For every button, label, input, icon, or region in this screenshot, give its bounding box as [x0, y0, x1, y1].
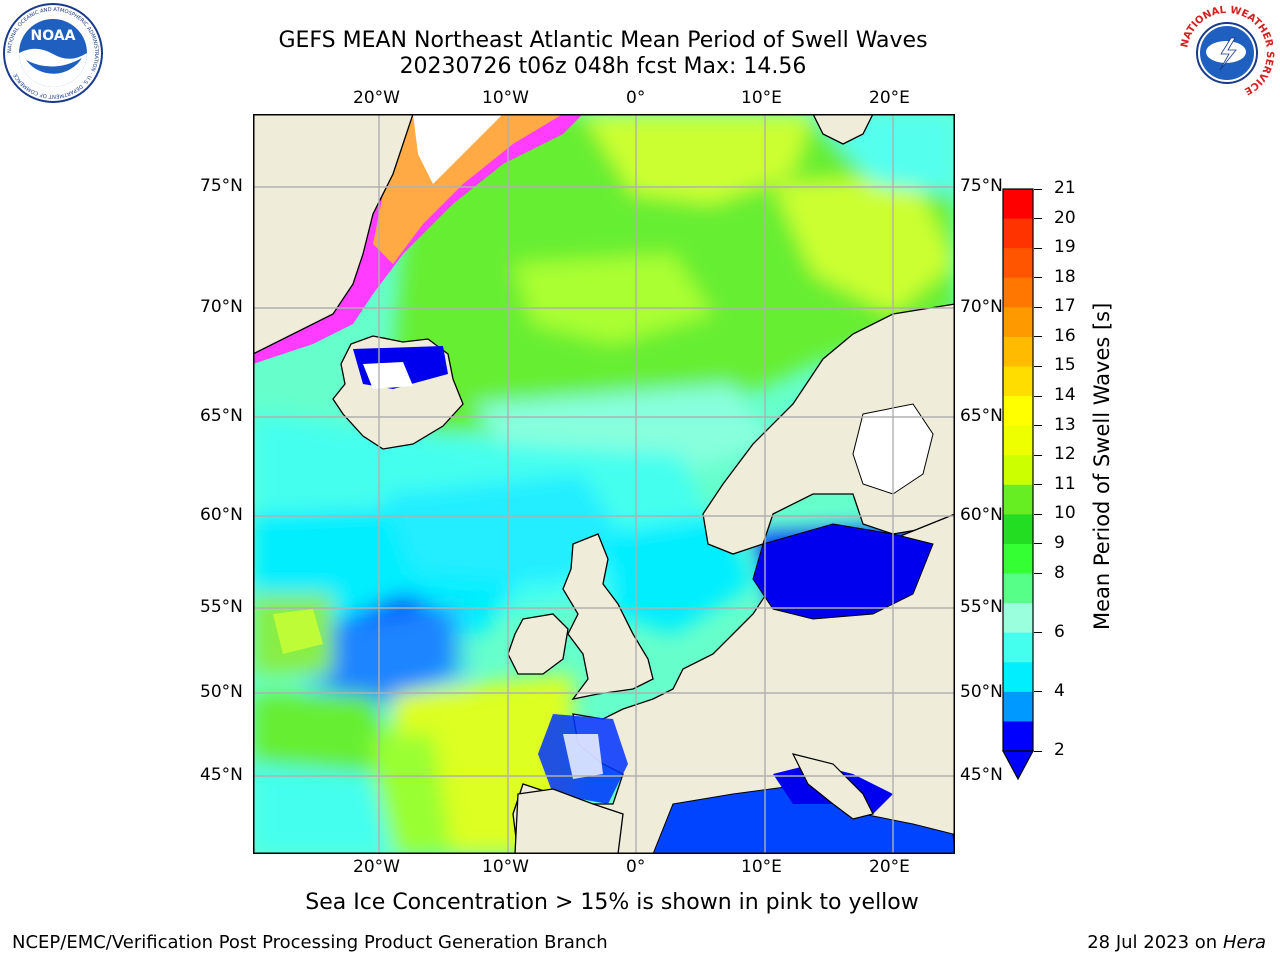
colorbar-tick-mark	[1034, 454, 1042, 456]
lon-label-bottom-2: 0°	[626, 857, 646, 877]
lat-label-right-5: 50°N	[960, 682, 1003, 702]
colorbar-block	[1003, 632, 1033, 663]
colorbar-tick-mark	[1034, 218, 1042, 220]
noaa-text: NOAA	[31, 28, 76, 44]
lat-label-left-6: 45°N	[200, 765, 243, 785]
credit-date: 28 Jul 2023 on	[1087, 932, 1223, 953]
colorbar-block	[1003, 396, 1033, 427]
colorbar-tick-label: 13	[1054, 414, 1076, 435]
colorbar-tick-label: 18	[1054, 266, 1076, 287]
lon-label-bottom-4: 20°E	[869, 857, 910, 877]
colorbar-tick-mark	[1034, 365, 1042, 367]
colorbar-tick-mark	[1034, 484, 1042, 486]
lon-label-top-0: 20°W	[353, 88, 400, 108]
colorbar-tick-mark	[1034, 306, 1042, 308]
chart-title-line1: GEFS MEAN Northeast Atlantic Mean Period…	[278, 28, 928, 53]
colorbar-block	[1003, 277, 1033, 308]
nws-logo: NATIONAL WEATHER SERVICE	[1179, 5, 1275, 101]
colorbar-block	[1003, 721, 1033, 752]
colorbar-tick-label: 15	[1054, 355, 1076, 376]
lat-label-right-3: 60°N	[960, 505, 1003, 525]
colorbar-tick-mark	[1034, 188, 1042, 190]
colorbar-tick-mark	[1034, 543, 1042, 545]
colorbar-block	[1003, 189, 1033, 220]
noaa-logo: NOAA NATIONAL OCEANIC AND ATMOSPHERIC AD…	[3, 3, 103, 103]
lon-label-top-2: 0°	[626, 88, 646, 108]
chart-title-line2: 20230726 t06z 048h fcst Max: 14.56	[399, 54, 807, 79]
lon-label-bottom-1: 10°W	[482, 857, 529, 877]
colorbar-tick-mark	[1034, 277, 1042, 279]
colorbar-tick-label: 14	[1054, 385, 1076, 406]
colorbar-block	[1003, 603, 1033, 634]
colorbar-block	[1003, 514, 1033, 545]
lat-label-left-2: 65°N	[200, 406, 243, 426]
lon-label-top-3: 10°E	[741, 88, 782, 108]
colorbar-tick-label: 12	[1054, 444, 1076, 465]
colorbar-tick-mark	[1034, 336, 1042, 338]
colorbar-tick-label: 21	[1054, 178, 1076, 198]
lat-label-right-2: 65°N	[960, 406, 1003, 426]
colorbar-label: Mean Period of Swell Waves [s]	[1090, 302, 1114, 630]
colorbar-tick-mark	[1034, 395, 1042, 397]
colorbar-tick-mark	[1034, 573, 1042, 575]
credit-host: Hera	[1222, 932, 1266, 953]
colorbar-extend-arrow	[1001, 750, 1035, 781]
lon-label-top-4: 20°E	[869, 88, 910, 108]
colorbar-tick-label: 10	[1054, 503, 1076, 524]
colorbar-tick-label: 8	[1054, 562, 1065, 583]
colorbar-tick-label: 11	[1054, 473, 1076, 494]
lat-label-left-5: 50°N	[200, 682, 243, 702]
colorbar-tick-mark	[1034, 691, 1042, 693]
colorbar-block	[1003, 218, 1033, 249]
wave-period-map	[253, 114, 955, 854]
lat-label-right-0: 75°N	[960, 176, 1003, 196]
credit-right: 28 Jul 2023 on Hera	[1087, 932, 1266, 953]
sea-ice-caption: Sea Ice Concentration > 15% is shown in …	[305, 890, 919, 915]
colorbar-tick-label: 17	[1054, 296, 1076, 317]
colorbar-block	[1003, 248, 1033, 279]
colorbar-tick-label: 4	[1054, 680, 1065, 701]
colorbar-block	[1003, 336, 1033, 367]
colorbar	[1001, 188, 1035, 781]
colorbar-tick-mark	[1034, 750, 1042, 752]
colorbar-tick-label: 16	[1054, 325, 1076, 346]
colorbar-block	[1003, 307, 1033, 338]
colorbar-tick-mark	[1034, 425, 1042, 427]
colorbar-block	[1003, 662, 1033, 693]
colorbar-tick-label: 6	[1054, 621, 1065, 642]
colorbar-block	[1003, 573, 1033, 604]
lat-label-right-1: 70°N	[960, 297, 1003, 317]
colorbar-tick-label: 2	[1054, 740, 1065, 760]
lat-label-right-4: 55°N	[960, 597, 1003, 617]
lat-label-left-1: 70°N	[200, 297, 243, 317]
colorbar-block	[1003, 543, 1033, 575]
colorbar-block	[1003, 366, 1033, 397]
colorbar-tick-mark	[1034, 632, 1042, 634]
lat-label-right-6: 45°N	[960, 765, 1003, 785]
colorbar-block	[1003, 425, 1033, 456]
colorbar-tick-label: 9	[1054, 532, 1065, 553]
colorbar-tick-label: 19	[1054, 237, 1076, 258]
colorbar-block	[1003, 691, 1033, 722]
lon-label-bottom-0: 20°W	[353, 857, 400, 877]
colorbar-block	[1003, 484, 1033, 515]
lat-label-left-3: 60°N	[200, 505, 243, 525]
lon-label-bottom-3: 10°E	[741, 857, 782, 877]
colorbar-tick-label: 20	[1054, 207, 1076, 228]
credit-left: NCEP/EMC/Verification Post Processing Pr…	[12, 932, 608, 953]
colorbar-tick-mark	[1034, 513, 1042, 515]
lon-label-top-1: 10°W	[482, 88, 529, 108]
colorbar-tick-mark	[1034, 247, 1042, 249]
colorbar-block	[1003, 455, 1033, 486]
lat-label-left-0: 75°N	[200, 176, 243, 196]
lat-label-left-4: 55°N	[200, 597, 243, 617]
